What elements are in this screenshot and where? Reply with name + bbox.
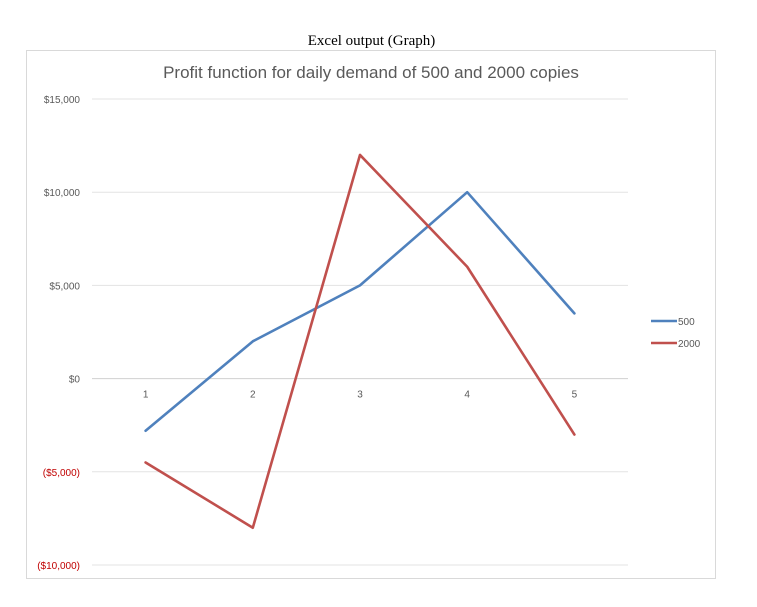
chart-title: Profit function for daily demand of 500 … [163,63,579,82]
y-tick-label: $0 [69,375,81,386]
chart-frame [26,50,716,579]
y-tick-label: $5,000 [49,281,80,292]
x-tick-label: 1 [143,390,149,401]
y-tick-label: ($5,000) [43,468,80,479]
y-tick-label: $10,000 [44,188,81,199]
page-title: Excel output (Graph) [307,33,436,49]
y-tick-label: ($10,000) [37,561,80,572]
x-tick-label: 5 [572,390,578,401]
x-tick-label: 3 [357,390,363,401]
legend-label-2000: 2000 [678,339,701,350]
series-line-2000 [144,153,576,530]
x-tick-label: 4 [464,390,470,401]
legend-label-500: 500 [678,317,695,328]
series-line-500 [144,190,576,433]
x-tick-label: 2 [250,390,256,401]
y-tick-label: $15,000 [44,95,81,106]
